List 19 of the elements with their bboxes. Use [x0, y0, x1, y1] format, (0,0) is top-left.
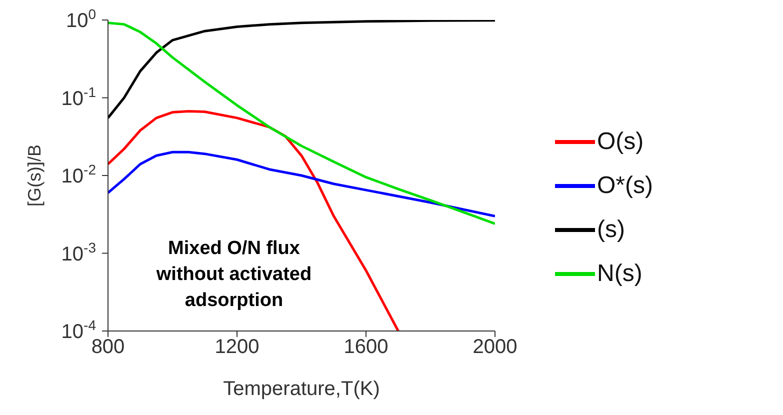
x-tick-label: 1200	[214, 336, 260, 358]
legend-label: O*(s)	[597, 172, 653, 200]
y-tick-label: 10$^{0}$	[66, 6, 96, 32]
y-axis-title: [G(s)]/B	[24, 144, 44, 206]
x-tick-label: 800	[91, 336, 125, 358]
line-series	[108, 22, 495, 225]
x-tick-label: 1600	[344, 336, 388, 358]
line-series	[108, 150, 495, 218]
legend-label: O(s)	[597, 128, 644, 156]
y-tick-label: 10$^{-1}$	[61, 84, 96, 110]
x-tick-label: 2000	[472, 336, 518, 358]
legend-label: (s)	[597, 216, 625, 244]
legend-label: N(s)	[597, 260, 642, 288]
line-series	[108, 20, 495, 120]
annotation: Mixed O/N flux without activated adsorption	[155, 237, 313, 313]
x-axis-title: Temperature,T(K)	[223, 378, 380, 400]
y-tick-label: 10$^{-3}$	[61, 239, 96, 266]
y-tick-label: 10$^{-2}$	[61, 162, 96, 188]
line-series	[108, 110, 400, 331]
